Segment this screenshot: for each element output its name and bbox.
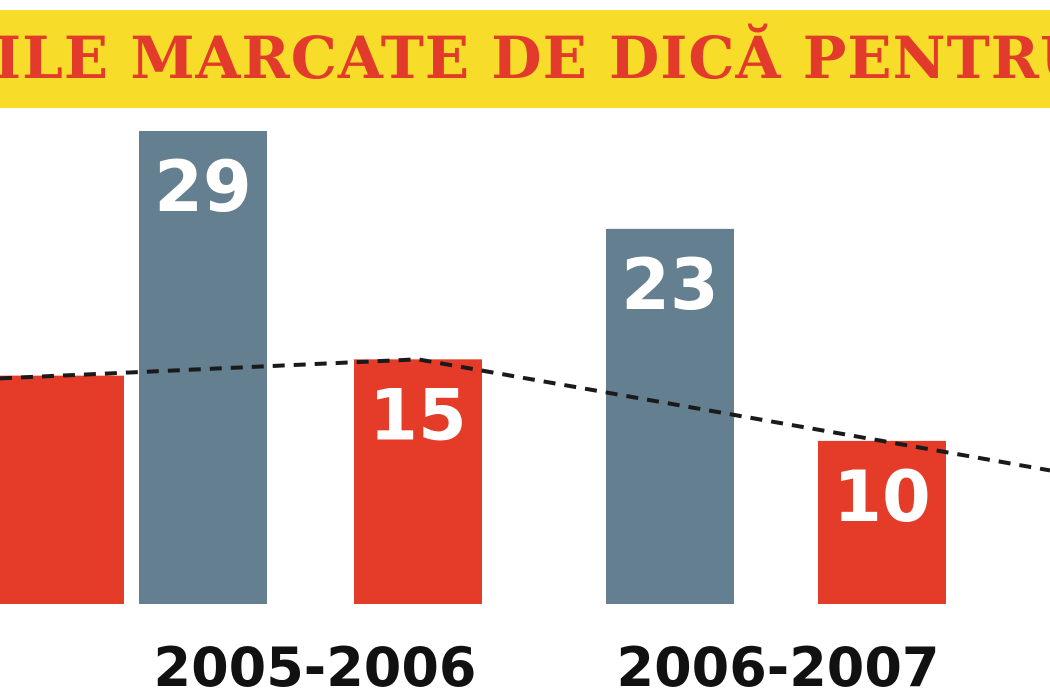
bar-value-label: 29 (154, 146, 251, 228)
bar-value-label: 10 (833, 456, 930, 538)
chart-title: ILE MARCATE DE DICĂ PENTRU STE (0, 24, 1050, 92)
bar-5-red (0, 375, 124, 604)
category-label: 2005-2006 (154, 636, 477, 699)
bar-value-label: 23 (621, 244, 718, 326)
category-label: 2006-2007 (617, 636, 940, 699)
bar-2006-2007-red (818, 440, 946, 604)
bar-2005-2006-red (354, 359, 482, 604)
title-band: ILE MARCATE DE DICĂ PENTRU STE (0, 10, 1050, 108)
bar-value-label: 15 (369, 374, 466, 456)
trend-line (0, 357, 1050, 473)
bar-2005-2006-blue (139, 131, 267, 604)
bar-2006-2007-blue (606, 228, 734, 605)
